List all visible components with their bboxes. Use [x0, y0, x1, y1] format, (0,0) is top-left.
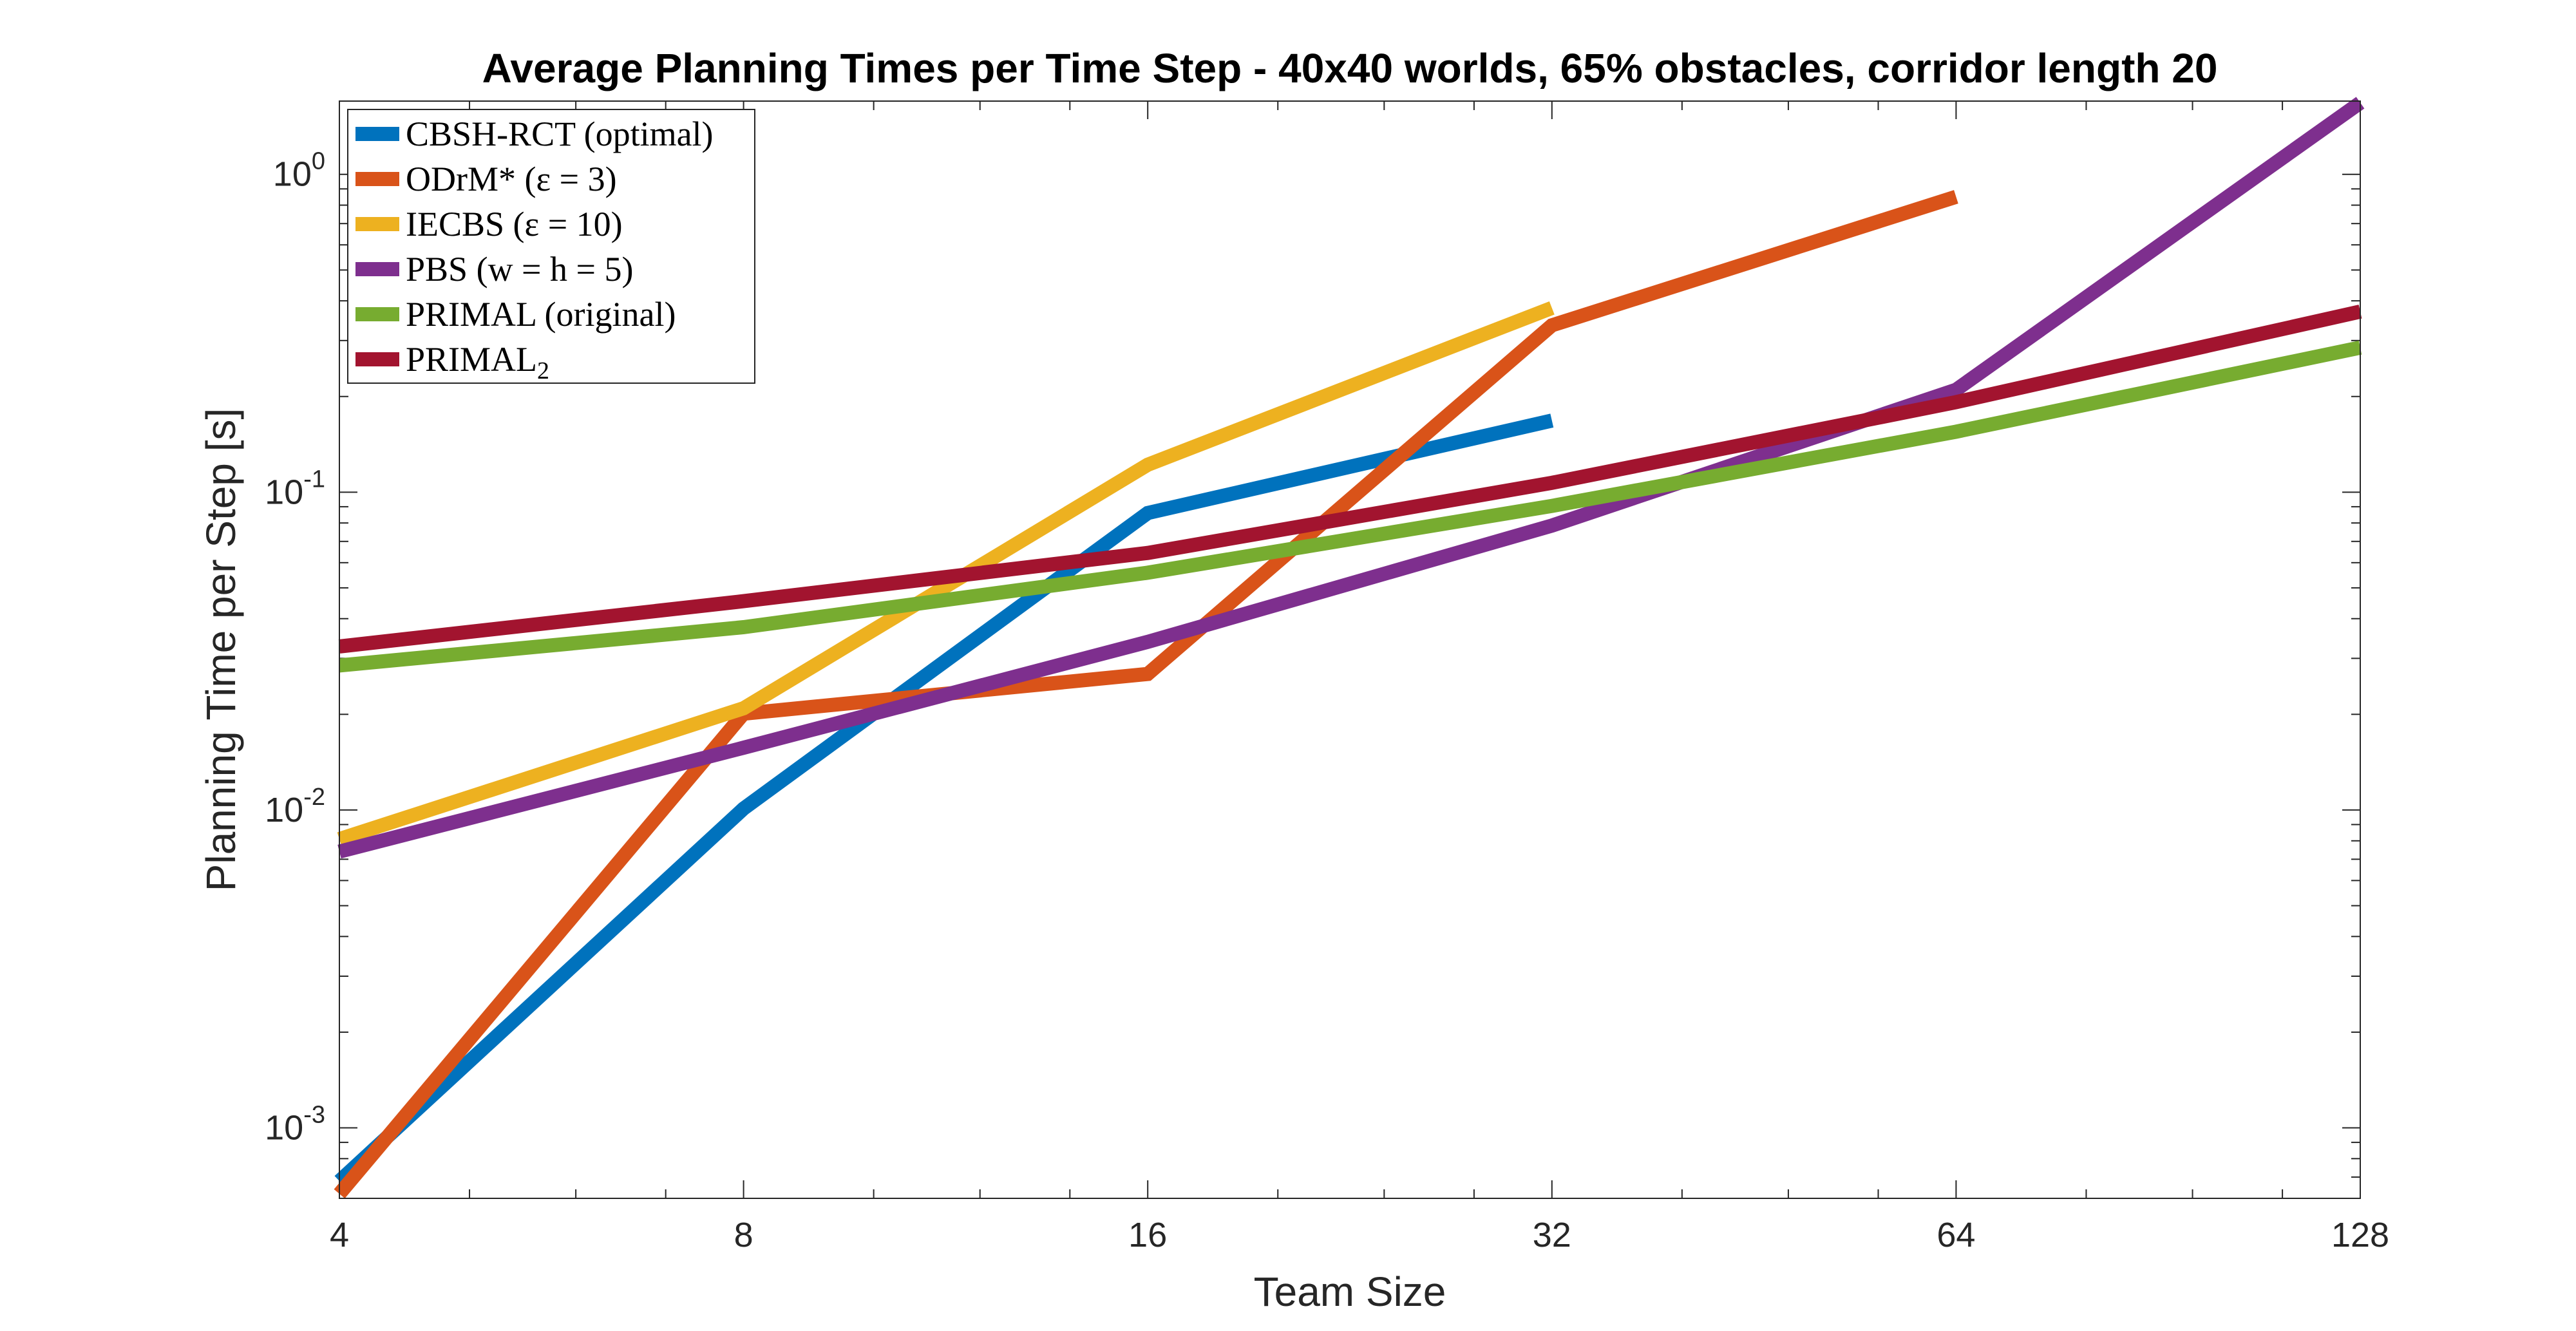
y-tick-label: 100 — [273, 148, 325, 194]
y-tick-label: 10-2 — [265, 784, 325, 829]
y-tick-label: 10-3 — [265, 1101, 325, 1147]
x-tick-label: 16 — [1128, 1216, 1167, 1254]
y-axis-label: Planning Time per Step [s] — [198, 408, 244, 892]
x-axis-label: Team Size — [1254, 1269, 1446, 1315]
legend-box — [347, 109, 755, 384]
x-tick-label: 4 — [330, 1216, 349, 1254]
x-tick-label: 8 — [734, 1216, 753, 1254]
legend-entry: PRIMAL (original) — [406, 295, 676, 334]
minor-ticks — [339, 101, 2360, 1199]
x-tick-label: 128 — [2331, 1216, 2389, 1254]
series-line-2 — [337, 301, 1555, 846]
legend-entry: PRIMAL2 — [406, 340, 549, 384]
series-line-5 — [338, 305, 2362, 654]
series-line-3 — [337, 97, 2365, 859]
legend: CBSH-RCT (optimal) ODrM* (ε = 3) IECBS (ε … — [347, 109, 755, 384]
series-layer — [334, 97, 2365, 1199]
y-tick-label: 10-1 — [265, 466, 325, 511]
series-line-1 — [334, 190, 1958, 1199]
legend-entry: PBS (w = h = 5) — [406, 250, 633, 288]
x-ticks: 4 8 16 32 64 128 — [330, 101, 2389, 1254]
legend-entry: CBSH-RCT (optimal) — [406, 115, 714, 153]
legend-entry: ODrM* (ε = 3) — [406, 160, 617, 198]
x-tick-label: 64 — [1937, 1216, 1975, 1254]
series-line-4 — [338, 341, 2362, 673]
legend-entry: IECBS (ε = 10) — [406, 205, 623, 243]
y-ticks: 10-3 10-2 10-1 100 — [265, 148, 2360, 1147]
plot-frame — [339, 100, 2361, 1199]
x-tick-label: 32 — [1533, 1216, 1571, 1254]
chart-title: Average Planning Times per Time Step - 4… — [482, 45, 2218, 91]
series-line-0 — [334, 413, 1554, 1187]
